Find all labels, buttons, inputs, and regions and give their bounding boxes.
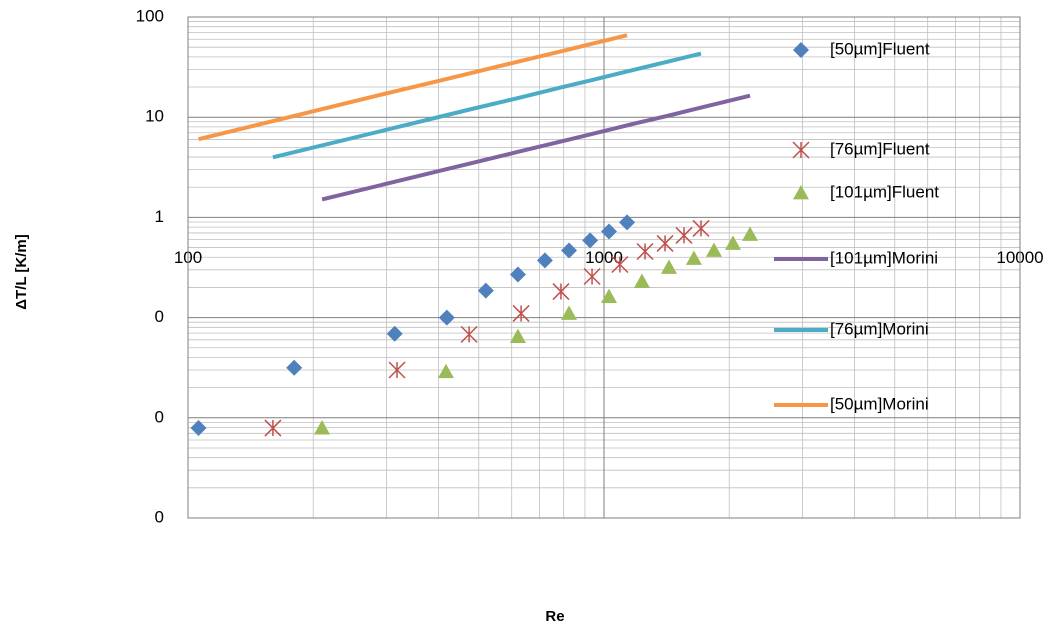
data-point	[437, 363, 454, 379]
x-axis-label: Re	[545, 608, 564, 625]
data-point	[438, 309, 455, 326]
legend-swatch	[792, 141, 810, 159]
y-axis-label: ΔT/L [K/m]	[13, 234, 30, 310]
legend-label: [101µm]Morini	[830, 248, 938, 267]
data-point	[386, 325, 403, 342]
data-point	[509, 266, 526, 283]
data-point	[656, 234, 674, 252]
data-point	[561, 242, 578, 259]
legend-label: [76µm]Morini	[830, 319, 929, 338]
data-point	[600, 223, 617, 240]
data-point	[660, 259, 677, 274]
series-line	[272, 51, 702, 160]
legend-label: [50µm]Fluent	[830, 39, 930, 58]
data-point	[509, 328, 526, 344]
data-point	[582, 232, 599, 249]
series-line	[198, 33, 628, 142]
data-point	[619, 214, 636, 231]
series-line	[321, 93, 751, 202]
legend-label: [76µm]Fluent	[830, 139, 930, 158]
data-point	[512, 304, 530, 322]
y-tick-label: 0	[155, 407, 164, 426]
data-point	[388, 361, 406, 379]
data-point	[561, 305, 578, 320]
data-point	[611, 255, 629, 274]
y-tick-label: 10	[145, 107, 164, 126]
data-point	[600, 288, 617, 304]
x-tick-label: 1000	[585, 248, 623, 267]
data-point	[460, 325, 478, 343]
legend-swatch	[793, 185, 809, 200]
legend-label: [101µm]Fluent	[830, 182, 939, 201]
data-point	[685, 250, 702, 265]
data-point	[536, 252, 553, 269]
data-point	[633, 273, 650, 288]
data-point	[583, 267, 601, 286]
y-tick-label: 1	[155, 207, 164, 226]
legend-label: [50µm]Morini	[830, 394, 929, 413]
data-point	[692, 219, 710, 237]
data-point	[636, 242, 654, 261]
data-point	[724, 235, 741, 250]
y-tick-label: 100	[136, 6, 164, 25]
y-tick-label: 0	[155, 307, 164, 326]
data-point	[314, 420, 331, 435]
data-point	[190, 420, 207, 437]
data-point	[264, 419, 282, 437]
data-point	[286, 359, 303, 376]
data-point	[742, 226, 759, 241]
y-tick-label: 0	[155, 507, 164, 526]
data-point	[705, 242, 722, 257]
data-point	[552, 283, 570, 301]
plot-border	[187, 16, 1021, 519]
data-point	[675, 226, 693, 244]
data-point	[477, 282, 494, 299]
legend-swatch	[793, 42, 809, 58]
